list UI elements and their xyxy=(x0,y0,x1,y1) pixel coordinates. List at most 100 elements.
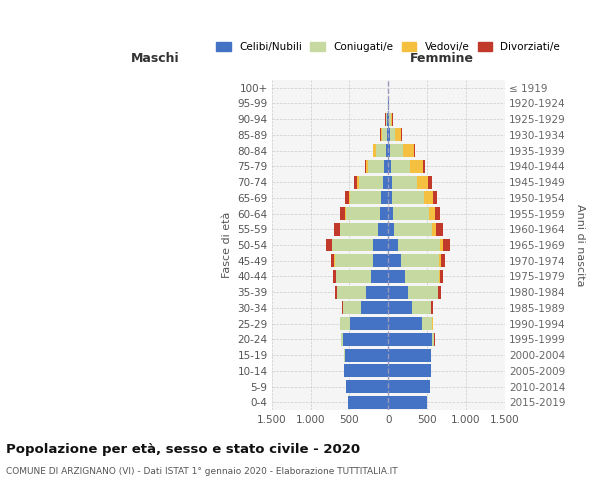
Bar xyxy=(410,160,423,173)
Bar xyxy=(381,192,388,204)
Bar xyxy=(378,223,388,235)
Bar xyxy=(388,176,392,188)
Bar xyxy=(390,144,403,157)
Bar xyxy=(336,270,371,283)
Bar xyxy=(373,144,376,157)
Bar xyxy=(335,254,373,267)
Bar xyxy=(381,128,382,141)
Bar xyxy=(431,302,433,314)
Bar xyxy=(422,317,433,330)
Bar xyxy=(388,144,390,157)
Bar xyxy=(392,176,418,188)
Bar xyxy=(388,286,409,298)
Bar xyxy=(341,333,343,346)
Bar xyxy=(382,128,386,141)
Bar xyxy=(394,223,433,235)
Bar xyxy=(385,160,388,173)
Bar xyxy=(440,270,443,283)
Bar xyxy=(354,176,357,188)
Bar xyxy=(436,223,443,235)
Bar xyxy=(391,112,392,126)
Bar xyxy=(388,380,430,393)
Legend: Celibi/Nubili, Coniugati/e, Vedovi/e, Divorziati/e: Celibi/Nubili, Coniugati/e, Vedovi/e, Di… xyxy=(216,42,560,52)
Bar xyxy=(373,254,388,267)
Bar xyxy=(388,348,431,362)
Bar xyxy=(423,160,425,173)
Bar xyxy=(438,286,440,298)
Bar xyxy=(414,144,415,157)
Bar xyxy=(409,286,438,298)
Bar xyxy=(398,238,440,252)
Bar xyxy=(343,302,361,314)
Bar xyxy=(401,128,402,141)
Bar xyxy=(386,112,388,126)
Bar xyxy=(340,223,378,235)
Bar xyxy=(359,176,383,188)
Bar xyxy=(412,302,431,314)
Bar xyxy=(368,160,385,173)
Bar xyxy=(365,160,366,173)
Bar xyxy=(334,223,340,235)
Bar xyxy=(388,364,431,378)
Text: Maschi: Maschi xyxy=(131,52,180,65)
Y-axis label: Anni di nascita: Anni di nascita xyxy=(575,204,585,286)
Bar xyxy=(331,254,334,267)
Bar xyxy=(361,302,388,314)
Bar xyxy=(383,176,388,188)
Bar xyxy=(346,380,388,393)
Bar xyxy=(388,128,390,141)
Bar xyxy=(334,270,336,283)
Bar xyxy=(348,396,388,408)
Bar xyxy=(393,207,428,220)
Bar xyxy=(388,160,391,173)
Bar xyxy=(388,192,392,204)
Bar xyxy=(439,270,440,283)
Bar xyxy=(395,128,401,141)
Bar xyxy=(388,223,394,235)
Bar xyxy=(345,207,346,220)
Bar xyxy=(440,238,443,252)
Bar xyxy=(380,207,388,220)
Bar xyxy=(390,128,395,141)
Bar xyxy=(344,348,345,362)
Bar xyxy=(343,333,388,346)
Bar xyxy=(332,238,373,252)
Bar xyxy=(391,160,410,173)
Bar xyxy=(344,364,388,378)
Bar xyxy=(373,238,388,252)
Text: Popolazione per età, sesso e stato civile - 2020: Popolazione per età, sesso e stato civil… xyxy=(6,442,360,456)
Bar xyxy=(350,317,388,330)
Bar xyxy=(435,207,440,220)
Bar xyxy=(386,144,388,157)
Bar xyxy=(431,333,434,346)
Bar xyxy=(404,270,439,283)
Bar xyxy=(388,396,427,408)
Bar xyxy=(388,238,398,252)
Bar xyxy=(403,144,414,157)
Bar xyxy=(367,286,388,298)
Bar xyxy=(388,254,401,267)
Bar xyxy=(371,270,388,283)
Bar xyxy=(388,270,404,283)
Bar xyxy=(428,207,435,220)
Bar xyxy=(366,160,368,173)
Bar xyxy=(335,286,337,298)
Bar xyxy=(428,176,431,188)
Bar xyxy=(389,112,391,126)
Bar xyxy=(340,207,345,220)
Bar xyxy=(350,192,381,204)
Bar xyxy=(433,192,437,204)
Bar xyxy=(443,238,449,252)
Bar xyxy=(388,333,431,346)
Bar xyxy=(388,302,412,314)
Bar xyxy=(326,238,332,252)
Bar xyxy=(388,317,422,330)
Bar xyxy=(346,207,380,220)
Bar xyxy=(345,192,349,204)
Bar xyxy=(388,207,393,220)
Bar xyxy=(440,254,445,267)
Bar xyxy=(439,254,440,267)
Bar xyxy=(345,348,388,362)
Bar xyxy=(388,112,389,126)
Bar xyxy=(433,223,436,235)
